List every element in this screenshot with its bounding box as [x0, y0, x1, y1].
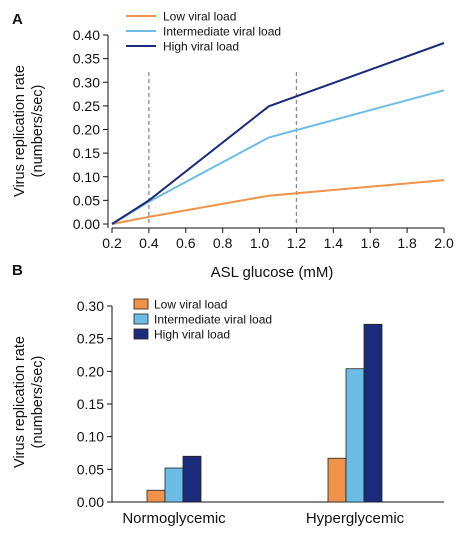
panel-a-x-tick-label: 0.8: [213, 235, 233, 251]
panel-b-bar: [363, 323, 383, 503]
panel-a-legend-label: Low viral load: [163, 10, 236, 24]
panel-b-legend-label: High viral load: [154, 328, 230, 342]
panel-a-y-tick-label: 0.40: [73, 27, 100, 43]
panel-b-category-label: Hyperglycemic: [306, 510, 405, 527]
panel-b-y-tick-label: 0.25: [77, 331, 104, 347]
panel-a-x-tick-label: 1.8: [397, 235, 417, 251]
panel-b-y-axis-label-line1: Virus replication rate: [12, 336, 28, 468]
panel-b-category-label: Normoglycemic: [122, 510, 226, 527]
panel-b-legend-swatch: [133, 313, 149, 325]
panel-b-bar: [327, 457, 347, 503]
panel-a-y-tick-label: 0.15: [73, 145, 100, 161]
panel-a-legend-label: Intermediate viral load: [163, 25, 281, 39]
panel-a-x-tick-label: 1.0: [250, 235, 270, 251]
panel-b-bar: [164, 467, 184, 503]
panel-b-bar: [345, 368, 365, 503]
panel-label-b: B: [12, 262, 23, 279]
panel-a-series-line: [111, 42, 445, 225]
panel-b-bar: [182, 455, 202, 503]
panel-b-y-tick-label: 0.00: [77, 494, 104, 510]
panel-b-y-tick-label: 0.15: [77, 396, 104, 412]
panel-b-y-axis-label-line2: (numbers/sec): [30, 356, 46, 449]
panel-a-x-axis-label: ASL glucose (mM): [211, 264, 334, 281]
panel-a: A 0.00 0.05 0.10 0.15 0.20 0.25 0.30 0.35 0.40 0…: [12, 10, 454, 282]
panel-b-y-axis-ticks: 0.00 0.05 0.10 0.15 0.20 0.25 0.30: [77, 298, 112, 510]
panel-a-series-line: [111, 179, 445, 225]
panel-a-y-tick-label: 0.05: [73, 192, 100, 208]
panel-b: B 0.00 0.05 0.10 0.15 0.20 0.25 0.30 Normoglyc…: [12, 262, 444, 527]
panel-a-y-tick-label: 0.20: [73, 122, 100, 138]
panel-b-legend-swatch: [133, 298, 149, 310]
panel-a-legend-label: High viral load: [163, 40, 239, 54]
panel-b-bars: [146, 323, 383, 503]
panel-b-y-tick-label: 0.20: [77, 363, 104, 379]
panel-a-x-tick-label: 1.6: [360, 235, 380, 251]
panel-a-series: [111, 42, 445, 225]
panel-a-x-axis-ticks: 0.2 0.4 0.6 0.8 1.0 1.2 1.4 1.6 1.8 2.0: [102, 228, 454, 251]
panel-a-y-tick-label: 0.25: [73, 98, 100, 114]
panel-b-y-tick-label: 0.30: [77, 298, 104, 314]
panel-a-y-tick-label: 0.10: [73, 169, 100, 185]
panel-a-y-tick-label: 0.30: [73, 74, 100, 90]
panel-b-legend-label: Low viral load: [154, 298, 227, 312]
panel-a-x-tick-label: 2.0: [434, 235, 454, 251]
panel-b-category-labels: Normoglycemic Hyperglycemic: [122, 510, 404, 527]
panel-a-series-line: [111, 89, 445, 225]
panel-a-reference-lines: [148, 72, 298, 224]
panel-a-y-axis-ticks: 0.00 0.05 0.10 0.15 0.20 0.25 0.30 0.35 0.40: [73, 27, 108, 232]
panel-b-bar: [146, 489, 166, 503]
panel-a-x-tick-label: 1.2: [287, 235, 307, 251]
panel-a-x-tick-label: 0.2: [102, 235, 122, 251]
panel-a-y-tick-label: 0.35: [73, 51, 100, 67]
panel-a-y-tick-label: 0.00: [73, 216, 100, 232]
panel-a-x-tick-label: 0.6: [176, 235, 196, 251]
panel-b-legend-swatch: [133, 328, 149, 340]
panel-a-y-axis-label-line2: (numbers/sec): [30, 85, 46, 178]
panel-a-x-tick-label: 1.4: [324, 235, 344, 251]
panel-a-y-axis-label-line1: Virus replication rate: [12, 65, 28, 197]
panel-b-legend-label: Intermediate viral load: [154, 313, 272, 327]
panel-b-y-tick-label: 0.10: [77, 429, 104, 445]
panel-label-a: A: [12, 11, 23, 28]
panel-a-x-tick-label: 0.4: [139, 235, 159, 251]
panel-b-y-tick-label: 0.05: [77, 461, 104, 477]
